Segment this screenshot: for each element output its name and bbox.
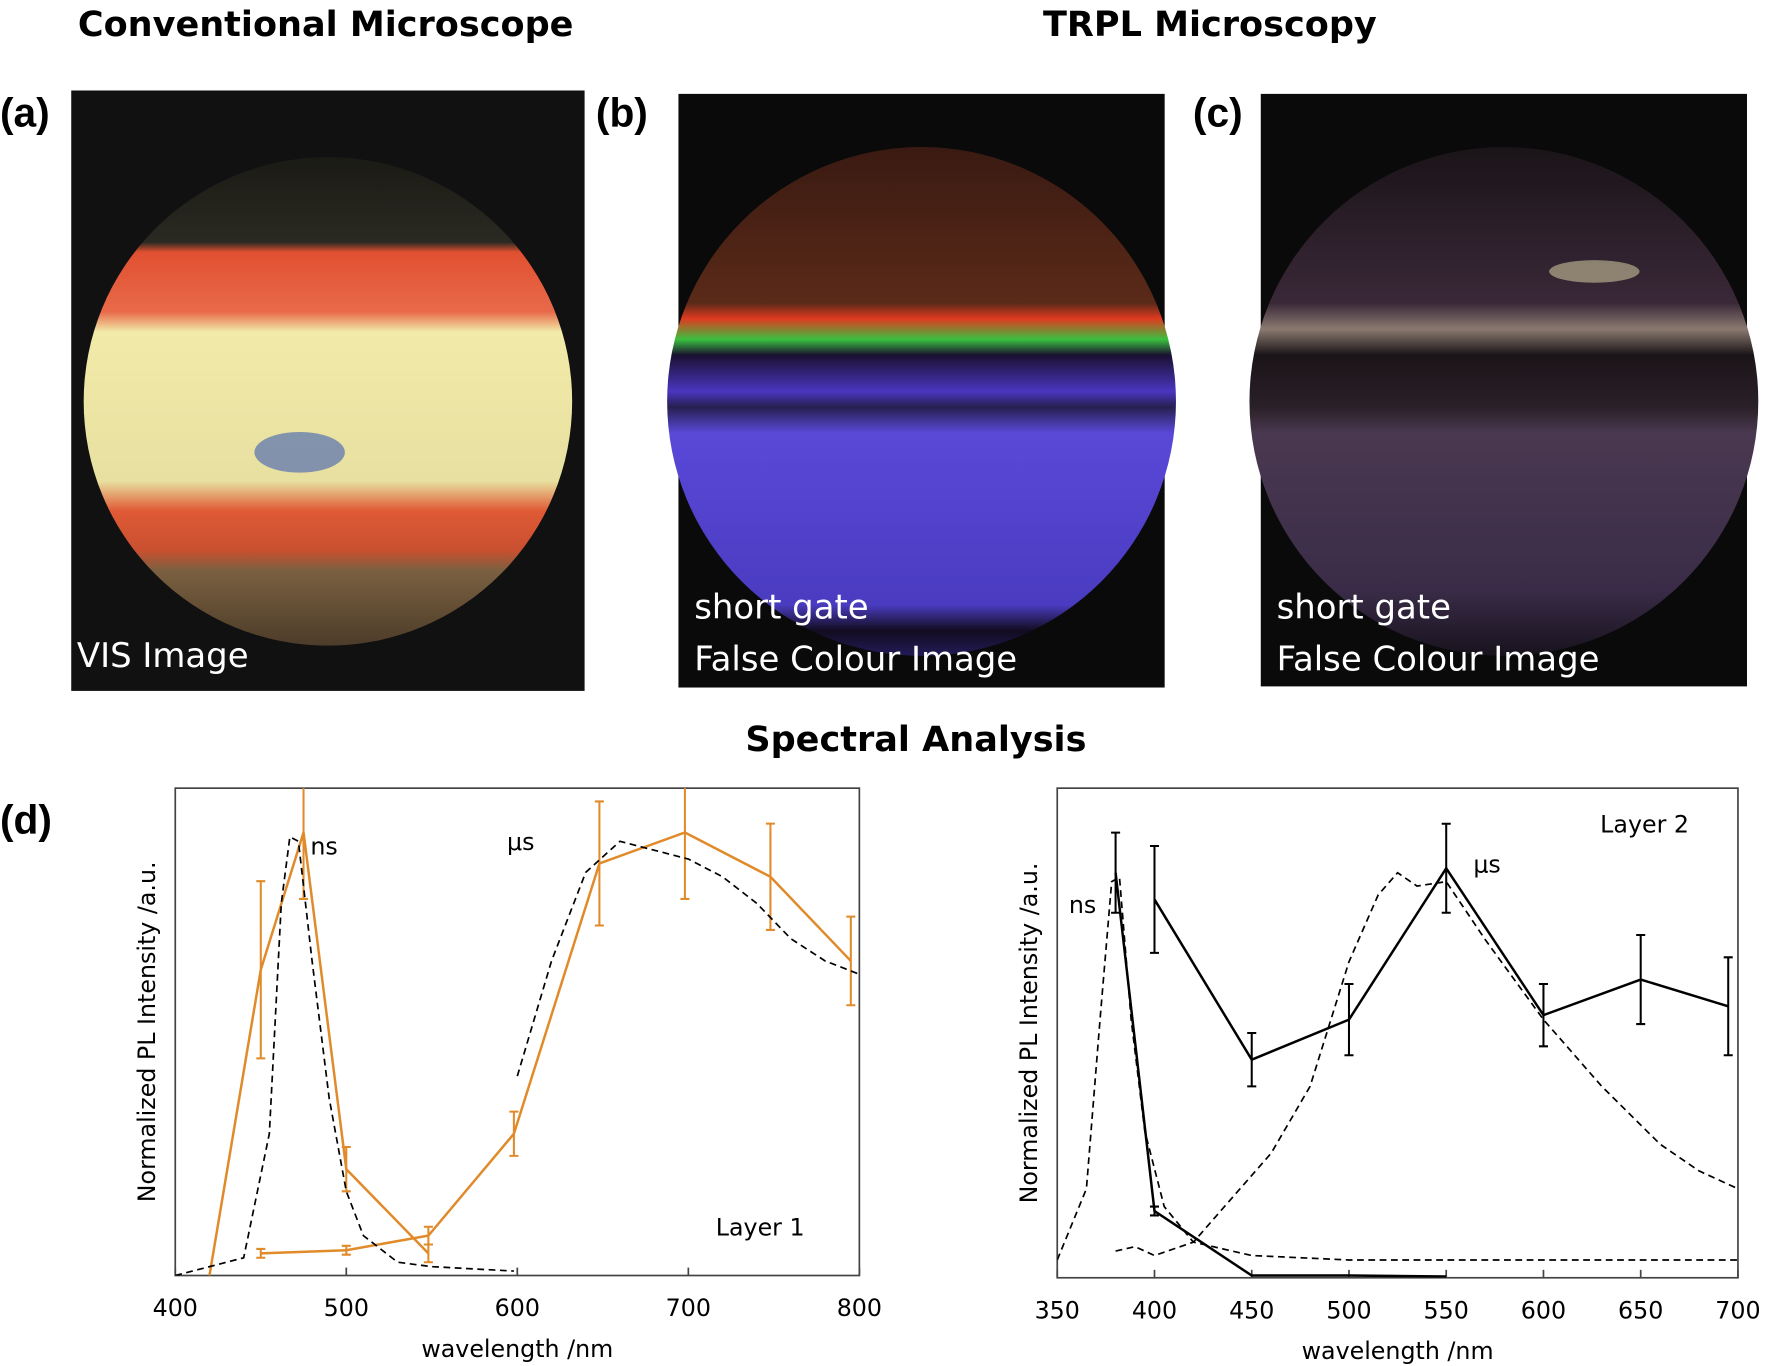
- error-bar-line: [509, 1110, 519, 1157]
- error-bar-line: [256, 880, 266, 1060]
- error-bar-line: [299, 788, 309, 900]
- error-bar: [1344, 982, 1354, 1057]
- panel-label: (c): [1193, 90, 1243, 136]
- plot-area: [175, 788, 860, 1276]
- annotation: ns: [1069, 891, 1096, 919]
- error-bar: [1441, 822, 1451, 914]
- error-bar-line: [1723, 956, 1733, 1057]
- error-bar-line: [1111, 831, 1121, 914]
- x-tick-label: 400: [153, 1294, 198, 1322]
- x-tick-label: 600: [495, 1294, 540, 1322]
- header: Conventional Microscope: [78, 4, 574, 45]
- error-bar: [765, 822, 775, 931]
- error-bar-line: [341, 1146, 351, 1193]
- series-line: [208, 832, 430, 1276]
- error-bar-line: [1344, 982, 1354, 1057]
- error-bar: [341, 1146, 351, 1193]
- error-bar-line: [1149, 845, 1160, 954]
- x-tick-label: 550: [1424, 1296, 1469, 1324]
- error-bar-line: [256, 1247, 266, 1259]
- error-bar: [1723, 956, 1733, 1057]
- annotation: ns: [310, 833, 337, 861]
- x-tick-label: 800: [837, 1294, 882, 1322]
- x-tick-label: 350: [1035, 1296, 1080, 1324]
- x-tick-label: 700: [1715, 1296, 1760, 1324]
- error-bar: [423, 1243, 433, 1264]
- panel-label: (d): [0, 796, 52, 842]
- plot-frame: [1056, 787, 1739, 1279]
- error-bar: [1111, 831, 1121, 914]
- x-tick-label: 500: [1326, 1296, 1371, 1324]
- series-line: [1153, 866, 1729, 1062]
- panel-label: (a): [0, 90, 50, 136]
- error-bar-line: [1636, 934, 1646, 1026]
- error-bar-line: [1149, 1205, 1160, 1217]
- series-line: [1114, 872, 1447, 1278]
- error-bar-line: [765, 822, 775, 931]
- x-tick-label: 700: [666, 1294, 711, 1322]
- error-bar: [299, 788, 309, 900]
- caption: False Colour Image: [694, 640, 1017, 679]
- error-bar: [256, 880, 266, 1060]
- error-bar: [1636, 934, 1646, 1026]
- header: TRPL Microscopy: [1043, 4, 1377, 45]
- error-bar: [1149, 845, 1160, 954]
- series-line: [1057, 875, 1738, 1261]
- plot-frame: [174, 787, 861, 1277]
- y-axis-label: Normalized PL Intensity /a.u.: [133, 861, 161, 1202]
- error-bar-line: [1247, 1031, 1257, 1088]
- error-bar: [509, 1110, 519, 1157]
- annotation: Layer 2: [1600, 811, 1689, 839]
- header: Spectral Analysis: [745, 719, 1086, 760]
- error-bar: [1149, 1205, 1160, 1217]
- series-line: [260, 831, 852, 1255]
- x-tick-label: 600: [1521, 1296, 1566, 1324]
- error-bar-line: [846, 915, 856, 1007]
- error-bar-line: [680, 788, 690, 900]
- error-bar: [423, 1225, 433, 1246]
- caption: False Colour Image: [1277, 640, 1600, 679]
- panel-label: (b): [596, 90, 648, 136]
- x-axis-label: wavelength /nm: [421, 1335, 613, 1363]
- error-bar: [1538, 982, 1548, 1048]
- annotation: μs: [1473, 851, 1500, 879]
- error-bar-line: [423, 1243, 433, 1264]
- series-line: [1115, 871, 1738, 1257]
- image-c: short gate False Colour Image: [1249, 93, 1759, 687]
- annotation: Layer 1: [716, 1214, 805, 1242]
- x-tick-label: 500: [324, 1294, 369, 1322]
- chart: 350 400 450 500 550 600 650 700 wavelength /nm No…: [1015, 787, 1761, 1365]
- error-bar: [341, 1244, 351, 1256]
- plot-area: [1057, 822, 1738, 1278]
- image-b: short gate False Colour Image: [667, 93, 1176, 688]
- x-tick-label: 400: [1132, 1296, 1177, 1324]
- image-a: VIS Image: [71, 90, 585, 691]
- error-bar-line: [1538, 982, 1548, 1048]
- caption: VIS Image: [77, 636, 249, 675]
- error-bar: [680, 788, 690, 900]
- x-tick-label: 650: [1618, 1296, 1663, 1324]
- error-bar: [1247, 1031, 1257, 1088]
- error-bar-line: [341, 1244, 351, 1256]
- caption: short gate: [694, 588, 868, 627]
- series-line: [175, 835, 514, 1276]
- error-bar: [256, 1247, 266, 1259]
- error-bar-line: [594, 800, 604, 927]
- series-line: [516, 840, 860, 1077]
- error-bar: [846, 915, 856, 1007]
- error-bar: [594, 800, 604, 927]
- error-bar-line: [1441, 822, 1451, 914]
- x-tick-label: 450: [1229, 1296, 1274, 1324]
- error-bar-line: [423, 1225, 433, 1246]
- x-axis-label: wavelength /nm: [1302, 1337, 1494, 1365]
- chart: 400 500 600 700 800 wavelength /nm Normalized …: [133, 787, 882, 1363]
- caption: short gate: [1277, 588, 1451, 627]
- annotation: μs: [507, 828, 534, 856]
- y-axis-label: Normalized PL Intensity /a.u.: [1015, 863, 1043, 1204]
